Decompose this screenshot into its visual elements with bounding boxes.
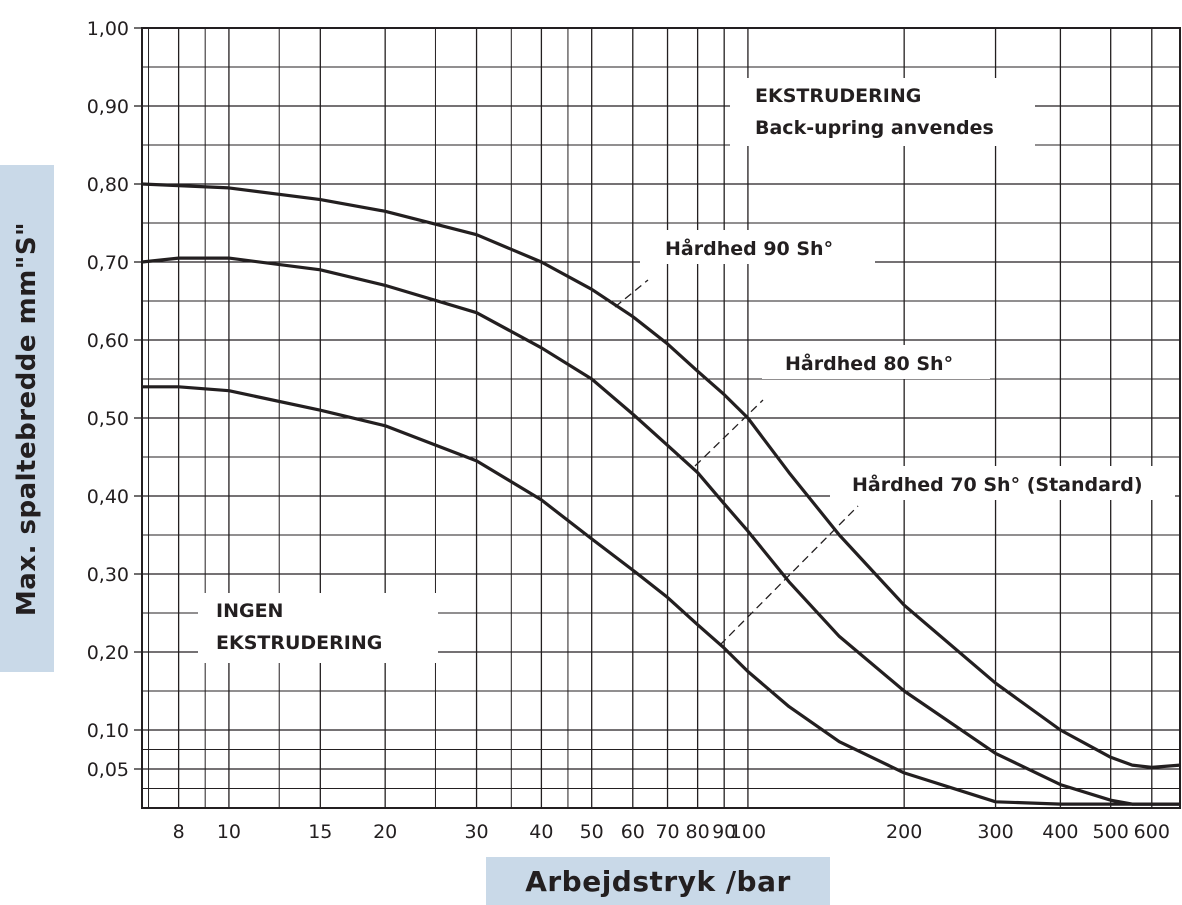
y-tick-label: 0,80 bbox=[87, 174, 129, 196]
y-tick-label: 0,60 bbox=[87, 330, 129, 352]
x-tick-label: 80 bbox=[686, 821, 710, 843]
annotation-h90: Hårdhed 90 Sh° bbox=[665, 236, 833, 260]
leader-line bbox=[694, 399, 764, 467]
x-tick-label: 50 bbox=[580, 821, 604, 843]
leader-line bbox=[719, 505, 859, 646]
series-line bbox=[142, 385, 1180, 806]
y-tick-label: 0,30 bbox=[87, 564, 129, 586]
y-tick-label: 1,00 bbox=[87, 18, 129, 40]
y-tick-label: 0,90 bbox=[87, 96, 129, 118]
y-tick-label: 0,20 bbox=[87, 642, 129, 664]
x-tick-label: 30 bbox=[464, 821, 488, 843]
series-line bbox=[141, 182, 1181, 769]
annotation-bg bbox=[730, 78, 1035, 146]
x-tick-label: 100 bbox=[730, 821, 766, 843]
annotation-backupring: Back-upring anvendes bbox=[755, 117, 994, 139]
x-tick-label: 15 bbox=[308, 821, 332, 843]
x-tick-label: 60 bbox=[621, 821, 645, 843]
x-tick-label: 90 bbox=[712, 821, 736, 843]
annotation-h80: Hårdhed 80 Sh° bbox=[785, 351, 953, 375]
annotation-ingen-ekstrudering: EKSTRUDERING bbox=[216, 632, 382, 654]
y-tick-label: 0,10 bbox=[87, 720, 129, 742]
y-tick-label: 0,05 bbox=[87, 759, 129, 781]
x-tick-label: 600 bbox=[1134, 821, 1170, 843]
y-tick-label: 0,40 bbox=[87, 486, 129, 508]
x-tick-label: 8 bbox=[173, 821, 185, 843]
x-axis-label: Arbejdstryk /bar bbox=[486, 857, 830, 905]
annotation-bg bbox=[762, 345, 990, 379]
annotation-bg bbox=[830, 466, 1175, 500]
annotation-bg bbox=[198, 593, 438, 663]
leader-line bbox=[614, 279, 649, 308]
annotation-ekstrudering: EKSTRUDERING bbox=[755, 85, 921, 107]
x-tick-label: 20 bbox=[373, 821, 397, 843]
x-tick-label: 70 bbox=[655, 821, 679, 843]
series-line bbox=[141, 256, 1180, 806]
x-tick-label: 10 bbox=[217, 821, 241, 843]
annotation-ingen: INGEN bbox=[216, 600, 283, 622]
x-tick-label: 40 bbox=[529, 821, 553, 843]
annotation-h70: Hårdhed 70 Sh° (Standard) bbox=[852, 472, 1143, 496]
y-axis-label: Max. spaltebredde mm"S" bbox=[12, 221, 43, 616]
y-tick-label: 0,50 bbox=[87, 408, 129, 430]
y-tick-label: 0,70 bbox=[87, 252, 129, 274]
y-axis-label-box: Max. spaltebredde mm"S" bbox=[0, 165, 54, 672]
annotation-bg bbox=[640, 230, 875, 264]
x-tick-label: 400 bbox=[1042, 821, 1078, 843]
x-tick-label: 500 bbox=[1093, 821, 1129, 843]
x-tick-label: 300 bbox=[977, 821, 1013, 843]
x-tick-label: 200 bbox=[886, 821, 922, 843]
